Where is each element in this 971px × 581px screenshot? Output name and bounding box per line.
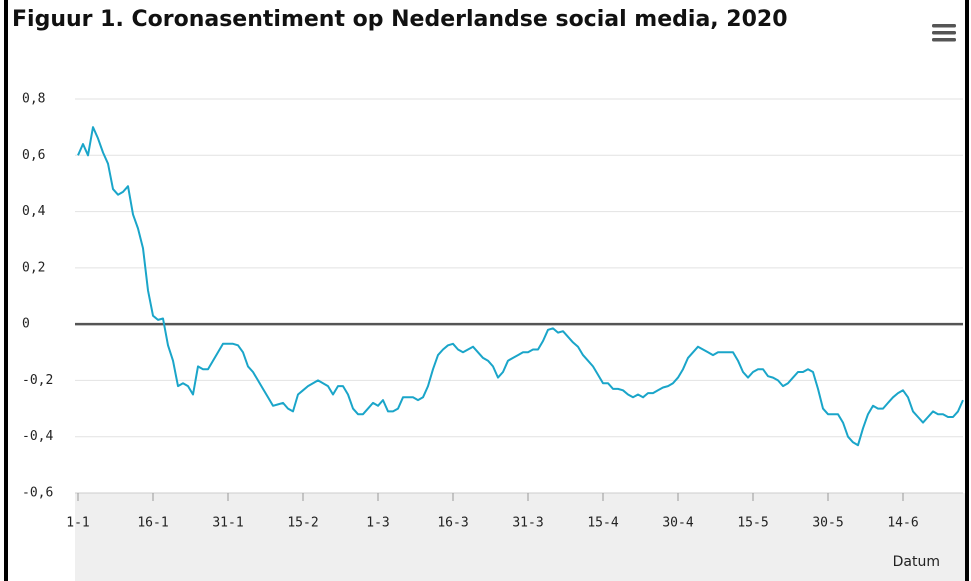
y-tick-label: -0,2 [22, 373, 53, 388]
menu-bar [932, 24, 956, 28]
menu-bar [932, 31, 956, 35]
y-tick-label: 0,4 [22, 204, 46, 219]
y-tick-label: 0,8 [22, 92, 45, 107]
x-axis-band [75, 493, 965, 581]
y-tick-label: 0,2 [22, 260, 45, 275]
x-tick-label: 30-4 [662, 516, 693, 531]
data-line [77, 126, 964, 447]
y-tick-label: -0,4 [22, 429, 53, 444]
x-tick-label: 15-5 [737, 516, 768, 531]
x-tick-label: 1-1 [66, 516, 89, 531]
x-tick-label: 16-1 [137, 516, 168, 531]
right-border [965, 0, 969, 581]
left-border [4, 0, 8, 581]
x-tick-label: 31-3 [512, 516, 543, 531]
x-tick-label: 30-5 [812, 516, 843, 531]
y-tick-label: 0 [22, 317, 30, 332]
x-tick-label: 31-1 [212, 516, 243, 531]
x-tick-label: 1-3 [366, 516, 389, 531]
chart-title: Figuur 1. Coronasentiment op Nederlandse… [12, 7, 788, 32]
x-axis-label: Datum [893, 554, 940, 570]
y-tick-label: 0,6 [22, 148, 45, 163]
x-tick-label: 15-4 [587, 516, 618, 531]
y-tick-label: -0,6 [22, 486, 53, 501]
menu-bar [932, 38, 956, 42]
menu-button[interactable] [932, 24, 956, 42]
x-tick-label: 16-3 [437, 516, 468, 531]
x-tick-label: 14-6 [887, 516, 918, 531]
x-tick-label: 15-2 [287, 516, 318, 531]
